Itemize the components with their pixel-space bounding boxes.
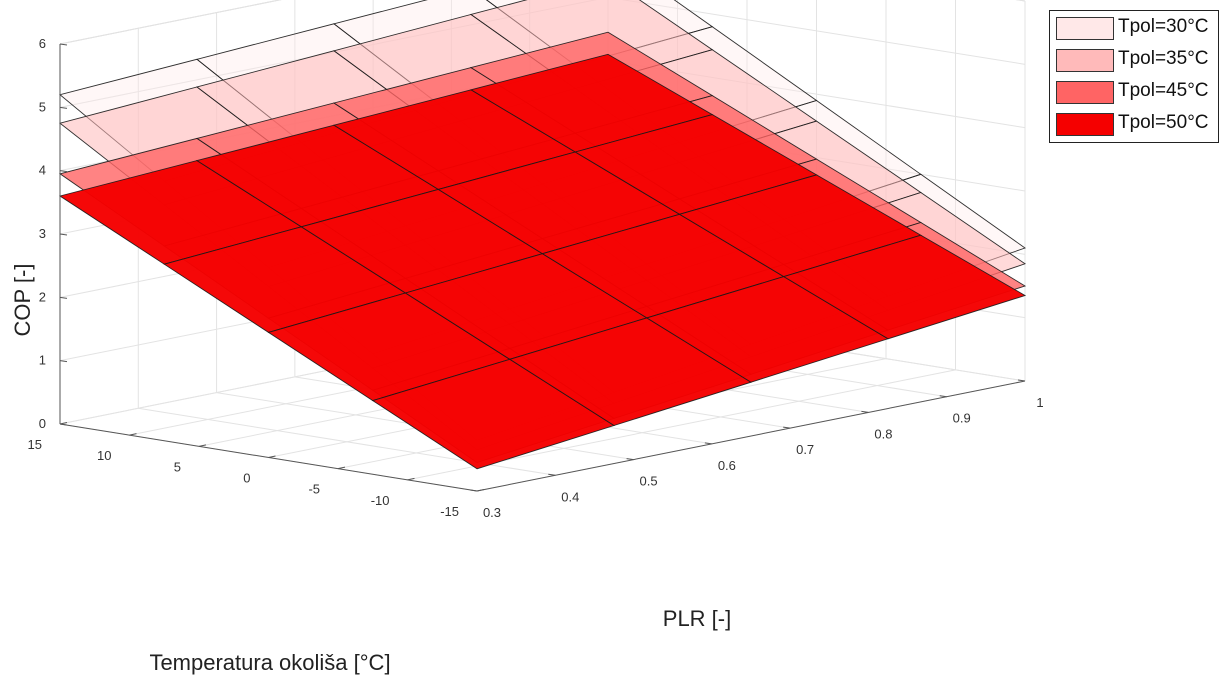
x-tick — [861, 410, 869, 413]
y-tick — [476, 489, 485, 492]
legend-item: Tpol=35°C — [1050, 45, 1218, 75]
x-tick — [548, 473, 556, 476]
surface-series — [58, 53, 1027, 470]
legend-item: Tpol=50°C — [1050, 109, 1218, 139]
legend-swatch — [1056, 17, 1114, 40]
tick-labels: 0 1 2 3 4 5 6 0.3 0.4 0.5 0.6 0.7 0.8 0.9 1 -15 -10 -5 0 5 1… — [28, 36, 1044, 520]
z-tick — [59, 233, 68, 236]
surface-patch — [782, 234, 1027, 340]
z-tick — [59, 106, 68, 109]
y-tick — [337, 466, 346, 470]
grid-line — [621, 0, 1026, 65]
x-tick — [939, 395, 947, 398]
z-axis-label: COP [-] — [10, 264, 35, 337]
z-tick — [59, 170, 68, 173]
y-tick-label: -5 — [308, 482, 320, 497]
y-tick-label: 10 — [97, 448, 111, 463]
z-tick — [59, 43, 68, 46]
z-tick-label: 3 — [39, 226, 46, 241]
x-tick — [626, 458, 634, 461]
legend-label: Tpol=45°C — [1118, 80, 1209, 101]
legend-swatch — [1056, 49, 1114, 72]
y-tick — [59, 422, 68, 425]
z-tick-label: 5 — [39, 99, 46, 114]
legend-swatch — [1056, 113, 1114, 136]
x-tick — [469, 489, 478, 492]
legend-label: Tpol=50°C — [1118, 112, 1209, 133]
x-tick — [704, 442, 712, 445]
y-tick-label: 5 — [174, 459, 181, 474]
surfaces — [58, 0, 1027, 470]
legend-swatch — [1056, 81, 1114, 104]
y-tick — [198, 444, 207, 447]
x-tick-label: 0.9 — [953, 411, 971, 426]
x-tick — [783, 426, 791, 429]
x-tick-label: 0.7 — [796, 442, 814, 457]
legend-item: Tpol=30°C — [1050, 13, 1218, 43]
x-tick-label: 1 — [1036, 395, 1043, 410]
y-tick-label: -10 — [371, 493, 390, 508]
z-tick — [59, 360, 68, 363]
x-axis-label: PLR [-] — [663, 606, 731, 631]
y-tick — [407, 477, 415, 481]
z-tick-label: 4 — [39, 163, 46, 178]
y-tick — [268, 455, 276, 458]
z-tick — [59, 296, 68, 299]
y-tick — [129, 433, 137, 436]
y-tick-label: -15 — [440, 504, 459, 519]
x-tick-label: 0.4 — [561, 489, 579, 504]
z-tick-label: 0 — [39, 416, 46, 431]
legend-label: Tpol=30°C — [1118, 16, 1209, 37]
y-tick-label: 15 — [28, 437, 42, 452]
grid-line — [59, 0, 282, 45]
z-tick-label: 6 — [39, 36, 46, 51]
x-tick-label: 0.5 — [640, 474, 658, 489]
legend-label: Tpol=35°C — [1118, 48, 1209, 69]
y-tick-label: 0 — [243, 471, 250, 486]
x-tick — [1017, 379, 1026, 382]
legend-item: Tpol=45°C — [1050, 77, 1218, 107]
x-tick-label: 0.3 — [483, 505, 501, 520]
axes — [59, 43, 1026, 492]
z-tick-label: 2 — [39, 289, 46, 304]
y-axis-label: Temperatura okoliša [°C] — [149, 650, 390, 675]
legend: Tpol=30°C Tpol=35°C Tpol=45°C Tpol=50°C — [1049, 10, 1219, 143]
x-tick-label: 0.6 — [718, 458, 736, 473]
z-tick-label: 1 — [39, 353, 46, 368]
x-axis-line — [476, 380, 1026, 492]
x-tick-label: 0.8 — [874, 426, 892, 441]
